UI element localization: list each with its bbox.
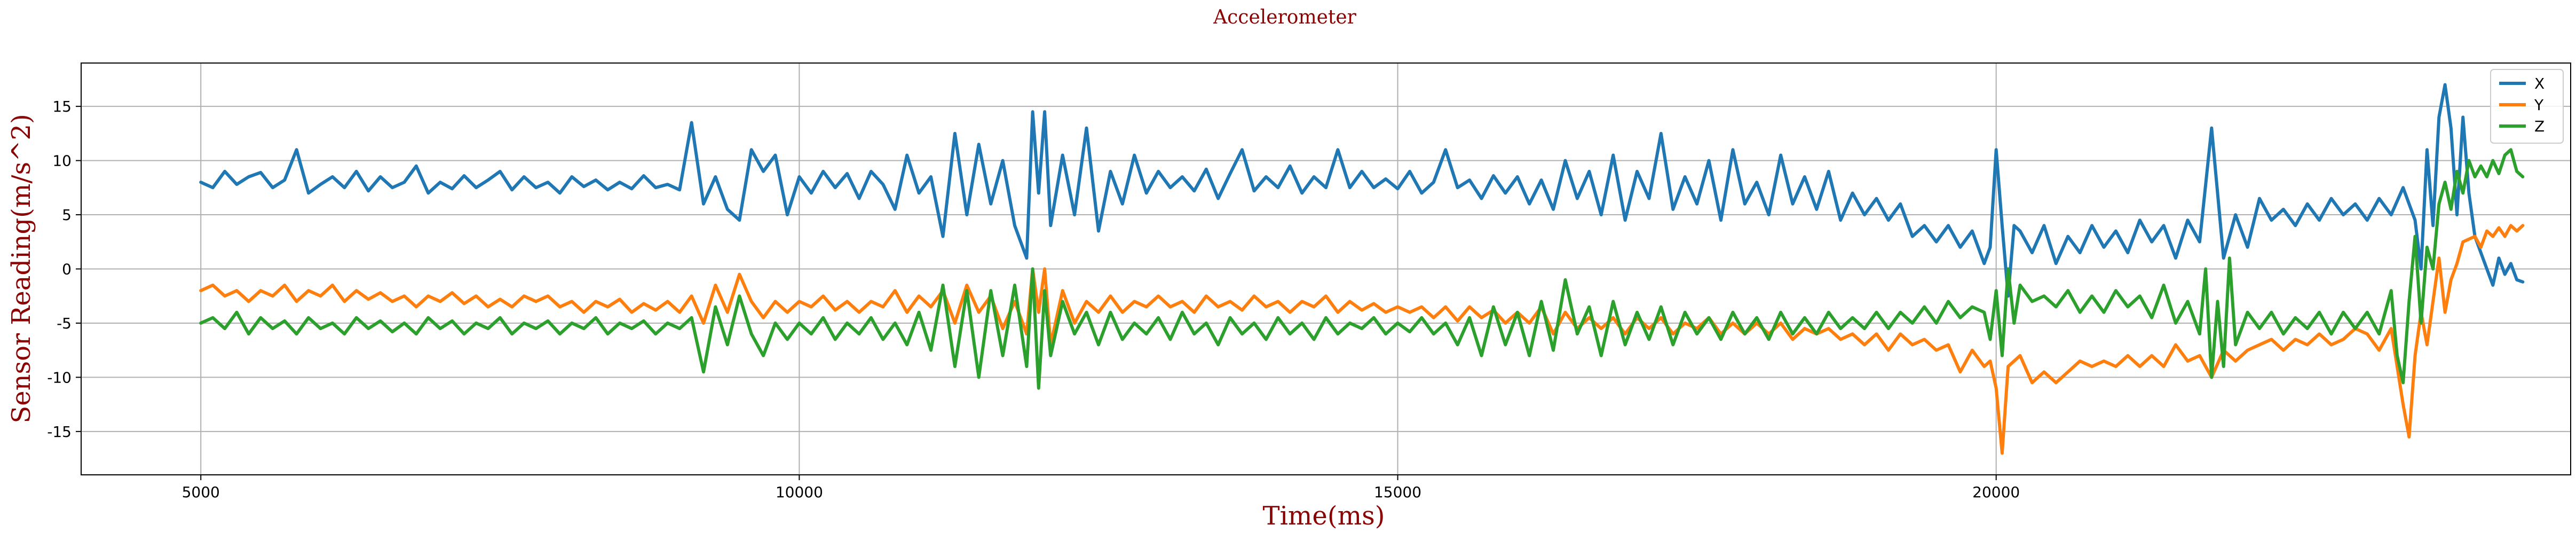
y-axis-label: Sensor Reading(m/s^2): [6, 114, 36, 423]
legend-label-z: Z: [2534, 118, 2545, 135]
chart-title: Accelerometer: [1213, 6, 1357, 28]
y-tick-label: 0: [62, 261, 72, 278]
x-tick-label: 5000: [182, 483, 220, 501]
x-axis-label: Time(ms): [1263, 501, 1385, 531]
series-line-z: [199, 148, 2525, 390]
y-tick-label: -15: [47, 423, 72, 441]
y-axis-ticks: 15 10 5 0 -5 -10 -15: [47, 98, 81, 441]
x-tick-label: 10000: [776, 483, 823, 501]
series-lines: [199, 83, 2525, 455]
x-tick-label: 15000: [1374, 483, 1421, 501]
legend-label-x: X: [2534, 75, 2545, 92]
y-tick-label: 5: [62, 206, 72, 224]
series-line-x: [199, 83, 2525, 298]
y-tick-label: 10: [52, 152, 72, 170]
legend-label-y: Y: [2534, 96, 2544, 114]
legend: XYZ: [2490, 69, 2564, 144]
y-tick-label: -10: [47, 369, 72, 386]
x-tick-label: 20000: [1972, 483, 2020, 501]
series-line-y: [199, 224, 2525, 455]
grid: [81, 63, 2571, 475]
y-tick-label: 15: [52, 98, 72, 115]
x-axis-ticks: 5000 10000 15000 20000: [182, 475, 2020, 501]
y-tick-label: -5: [57, 315, 72, 332]
